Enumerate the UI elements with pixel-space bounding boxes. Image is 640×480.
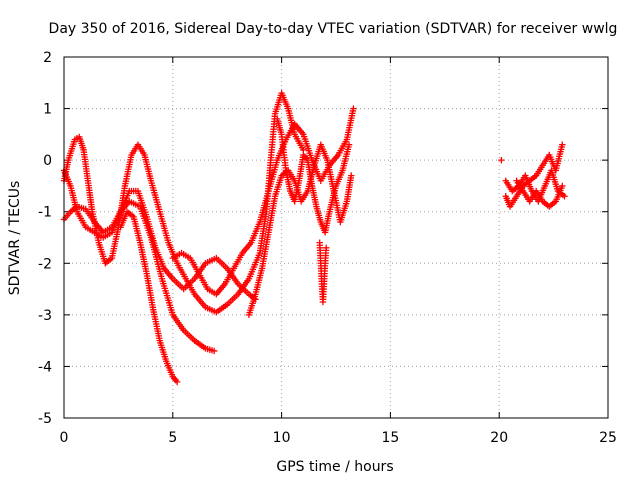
y-tick-label: 2	[43, 50, 52, 66]
y-tick-label: -5	[38, 411, 52, 427]
data-point	[559, 141, 566, 148]
y-tick-label: -3	[38, 308, 52, 324]
y-axis-label: SDTVAR / TECUs	[7, 181, 23, 296]
data-point	[348, 172, 355, 179]
data-point	[210, 347, 218, 355]
data-point	[498, 156, 505, 164]
data-point	[345, 141, 353, 148]
series-arc-10	[502, 167, 568, 205]
data-point	[561, 193, 568, 200]
x-tick-label: 15	[381, 430, 399, 446]
series-arc-7	[274, 115, 353, 236]
series-arc-4	[117, 208, 181, 386]
x-tick-label: 10	[273, 430, 291, 446]
series-arc-3	[60, 167, 259, 303]
series-arc-1	[60, 198, 218, 355]
x-axis-label: GPS time / hours	[276, 459, 393, 475]
series-arc-12	[513, 177, 566, 210]
series-arc-5	[169, 105, 357, 298]
y-tick-label: -1	[38, 205, 52, 221]
y-tick-label: 1	[43, 102, 52, 118]
y-tick-label: 0	[43, 153, 52, 169]
plot-frame	[63, 56, 609, 419]
data-point	[350, 105, 357, 112]
series-arc-9	[498, 156, 505, 164]
data-point	[323, 244, 330, 252]
x-tick-label: 20	[490, 430, 508, 446]
series-arc-6	[245, 141, 355, 319]
x-tick-label: 0	[60, 430, 69, 446]
y-tick-label: -4	[38, 359, 52, 375]
x-tick-label: 25	[599, 430, 617, 446]
chart-title: Day 350 of 2016, Sidereal Day-to-day VTE…	[49, 21, 618, 37]
data-point	[559, 182, 566, 190]
x-tick-label: 5	[168, 430, 177, 446]
series-arc-8	[316, 239, 330, 306]
series-arc-11	[502, 141, 566, 210]
y-tick-label: -2	[38, 256, 52, 272]
series-arc-2	[60, 89, 307, 316]
data-point	[173, 378, 181, 386]
